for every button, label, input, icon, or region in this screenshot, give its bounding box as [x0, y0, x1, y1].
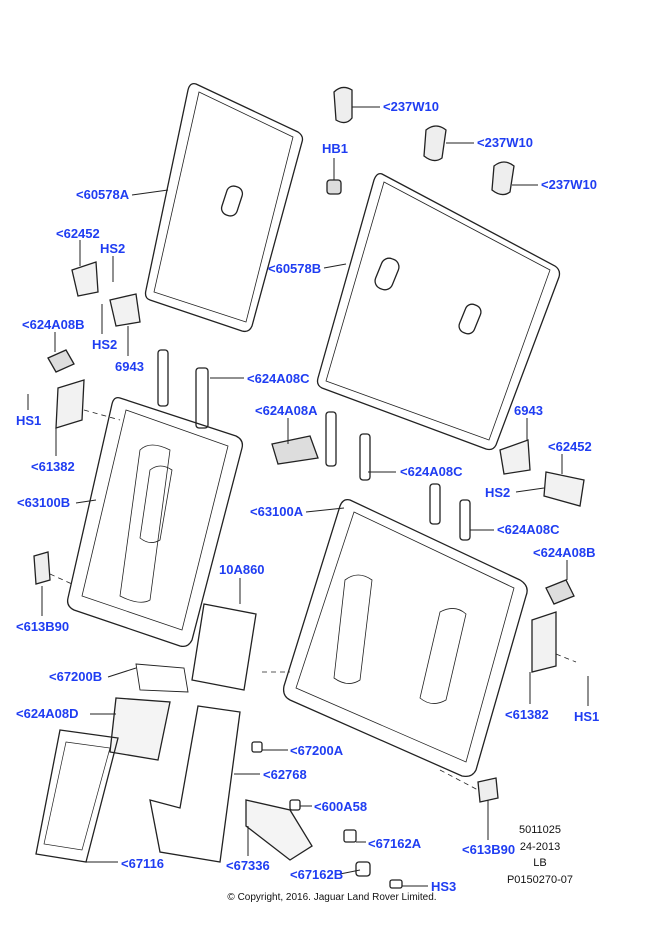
part-label: <624A08B	[22, 317, 85, 332]
copyright-notice: © Copyright, 2016. Jaguar Land Rover Lim…	[227, 892, 437, 903]
reference-date: 24-2013	[519, 841, 561, 853]
part-label: <67116	[121, 856, 165, 871]
seat-frame-63100a	[282, 498, 528, 778]
part-label: <237W10	[477, 135, 534, 150]
armrest-panel-10a860	[191, 603, 257, 691]
part-label: <67200B	[49, 669, 103, 684]
reference-illustration-id: P0150270-07	[506, 874, 574, 886]
part-label: <62452	[56, 226, 100, 241]
reference-code: LB	[533, 857, 547, 869]
armrest-67116	[35, 729, 119, 863]
part-label: HS2	[92, 337, 118, 352]
part-label: <624A08C	[247, 371, 310, 386]
part-label: <624A08C	[497, 522, 560, 537]
part-label: <613B90	[16, 619, 70, 634]
part-label: 10A860	[219, 562, 265, 577]
part-label: HS3	[431, 879, 457, 894]
part-label: <62452	[548, 439, 592, 454]
part-label: <613B90	[462, 842, 516, 857]
part-label: <60578A	[76, 187, 130, 202]
part-label: 6943	[514, 403, 543, 418]
part-label: HS2	[100, 241, 126, 256]
part-label: <62768	[263, 767, 307, 782]
part-label: <624A08A	[255, 403, 318, 418]
part-label: <63100B	[17, 495, 71, 510]
part-label: HS2	[485, 485, 511, 500]
part-label: <67162B	[290, 867, 344, 882]
part-label: <237W10	[383, 99, 440, 114]
seat-cover-60578a	[144, 82, 304, 333]
part-label: <624A08D	[16, 706, 79, 721]
part-label: <61382	[505, 707, 549, 722]
part-label: <624A08B	[533, 545, 596, 560]
part-label: <63100A	[250, 504, 304, 519]
part-label: <61382	[31, 459, 75, 474]
armrest-cover-62768	[149, 705, 241, 863]
clip-237w10	[333, 86, 353, 124]
part-label: <237W10	[541, 177, 598, 192]
part-label: <67200A	[290, 743, 344, 758]
part-label: HB1	[322, 141, 349, 156]
part-label: <624A08C	[400, 464, 463, 479]
seat-frame-63100b	[66, 396, 244, 648]
reference-number: 5011025	[518, 824, 561, 836]
seat-cover-60578b	[316, 172, 561, 451]
part-label: HS1	[574, 709, 600, 724]
part-label: <67336	[226, 858, 270, 873]
part-label: <67162A	[368, 836, 422, 851]
part-label: HS1	[16, 413, 42, 428]
part-label: <600A58	[314, 799, 368, 814]
part-label: 6943	[115, 359, 144, 374]
part-label: <60578B	[268, 261, 322, 276]
